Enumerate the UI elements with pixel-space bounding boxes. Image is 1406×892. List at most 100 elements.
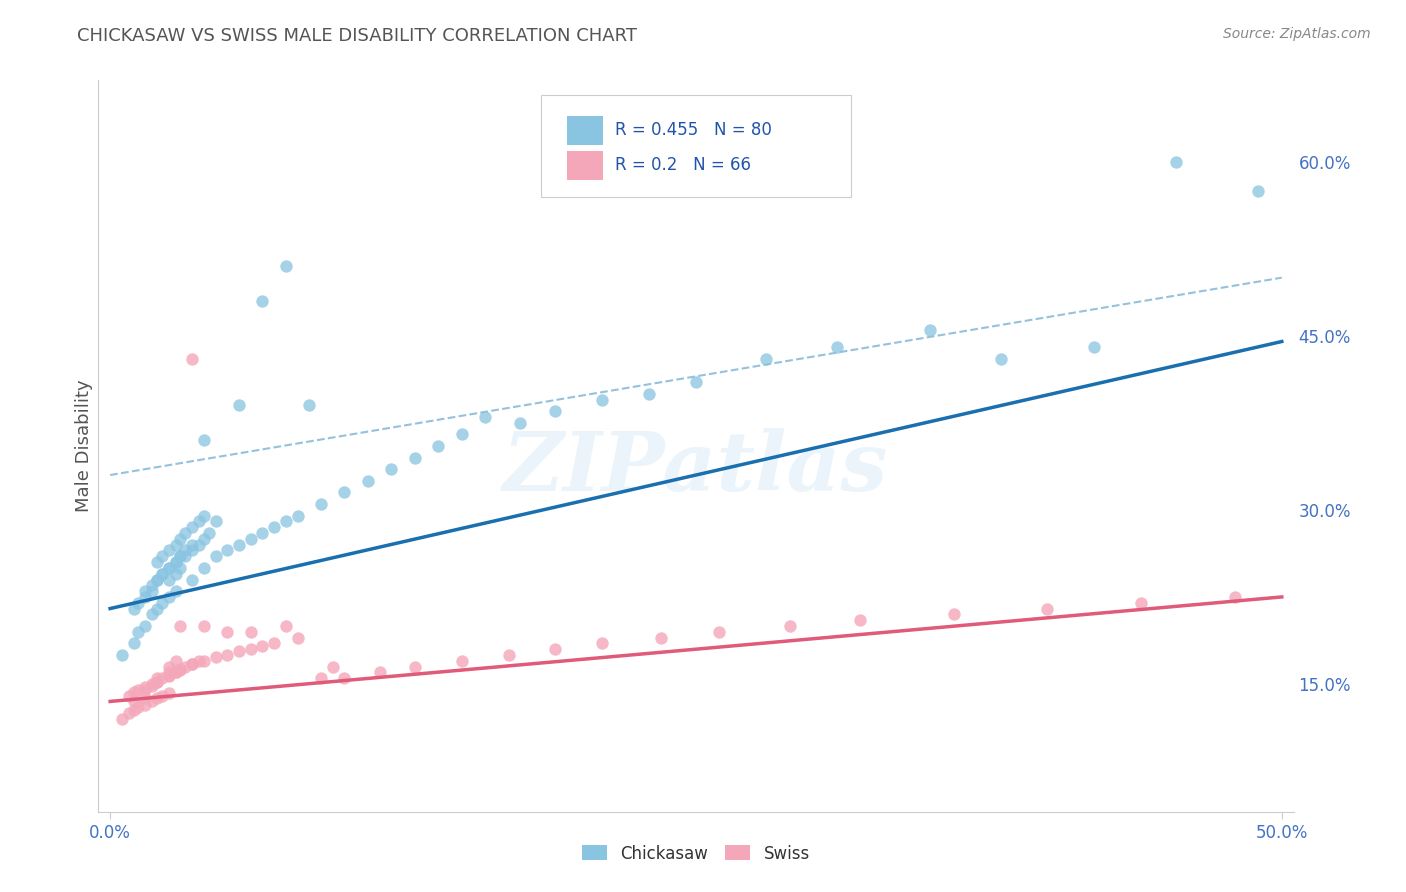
Point: [193, 654, 215, 668]
Point: [274, 515, 297, 529]
Point: [685, 375, 707, 389]
Point: [252, 293, 274, 308]
Point: [157, 573, 180, 587]
Point: [239, 642, 262, 657]
Point: [146, 671, 169, 685]
Point: [127, 596, 149, 610]
Point: [263, 636, 285, 650]
Point: [228, 538, 250, 552]
Text: R = 0.2   N = 66: R = 0.2 N = 66: [614, 156, 751, 175]
FancyBboxPatch shape: [567, 116, 603, 145]
Point: [150, 566, 173, 581]
Point: [181, 520, 204, 534]
Point: [150, 596, 173, 610]
Point: [404, 659, 426, 673]
Point: [298, 398, 321, 412]
Point: [509, 416, 531, 430]
Point: [252, 526, 274, 541]
Point: [239, 624, 262, 639]
Point: [274, 259, 297, 273]
Point: [274, 619, 297, 633]
Point: [146, 601, 169, 615]
Point: [157, 669, 180, 683]
Point: [309, 671, 332, 685]
Point: [165, 566, 187, 581]
Point: [150, 671, 173, 685]
Point: [544, 404, 567, 418]
Point: [122, 601, 145, 615]
Point: [380, 462, 402, 476]
Point: [127, 682, 149, 697]
Point: [849, 613, 872, 627]
Point: [309, 497, 332, 511]
Point: [498, 648, 520, 662]
Point: [157, 659, 180, 673]
Point: [193, 508, 215, 523]
Point: [165, 538, 187, 552]
Point: [181, 538, 204, 552]
Point: [333, 671, 356, 685]
Point: [141, 584, 163, 599]
Point: [165, 555, 187, 569]
Point: [150, 689, 173, 703]
Point: [404, 450, 426, 465]
Point: [650, 631, 672, 645]
Text: CHICKASAW VS SWISS MALE DISABILITY CORRELATION CHART: CHICKASAW VS SWISS MALE DISABILITY CORRE…: [77, 27, 637, 45]
Point: [188, 538, 211, 552]
Point: [1247, 184, 1270, 198]
Point: [127, 624, 149, 639]
Point: [188, 654, 211, 668]
Point: [942, 607, 965, 622]
Point: [825, 340, 848, 354]
Point: [169, 549, 191, 564]
Point: [181, 351, 204, 366]
Point: [188, 515, 211, 529]
Point: [779, 619, 801, 633]
Point: [239, 532, 262, 546]
Point: [122, 685, 145, 699]
Point: [709, 624, 731, 639]
Point: [204, 515, 226, 529]
Point: [204, 650, 226, 665]
Point: [322, 659, 344, 673]
Point: [122, 694, 145, 708]
Point: [165, 665, 187, 680]
FancyBboxPatch shape: [567, 151, 603, 180]
Point: [157, 686, 180, 700]
Point: [146, 555, 169, 569]
Text: Source: ZipAtlas.com: Source: ZipAtlas.com: [1223, 27, 1371, 41]
Point: [228, 398, 250, 412]
Point: [591, 392, 613, 407]
Point: [134, 681, 156, 695]
Point: [193, 532, 215, 546]
Point: [1166, 154, 1188, 169]
Point: [1130, 596, 1153, 610]
Point: [122, 702, 145, 716]
Point: [141, 607, 163, 622]
Point: [181, 573, 204, 587]
Point: [333, 485, 356, 500]
Point: [157, 590, 180, 604]
FancyBboxPatch shape: [541, 95, 852, 197]
Point: [157, 561, 180, 575]
Legend: Chickasaw, Swiss: Chickasaw, Swiss: [575, 838, 817, 869]
Point: [118, 689, 141, 703]
Point: [920, 323, 942, 337]
Point: [169, 662, 191, 676]
Point: [217, 624, 239, 639]
Point: [169, 561, 191, 575]
Point: [118, 706, 141, 720]
Point: [174, 549, 197, 564]
Point: [193, 433, 215, 447]
Point: [217, 543, 239, 558]
Point: [450, 427, 472, 442]
Point: [141, 578, 163, 592]
Point: [165, 665, 187, 680]
Y-axis label: Male Disability: Male Disability: [75, 380, 93, 512]
Point: [146, 573, 169, 587]
Point: [150, 549, 173, 564]
Point: [141, 679, 163, 693]
Point: [146, 690, 169, 705]
Point: [357, 474, 380, 488]
Point: [165, 584, 187, 599]
